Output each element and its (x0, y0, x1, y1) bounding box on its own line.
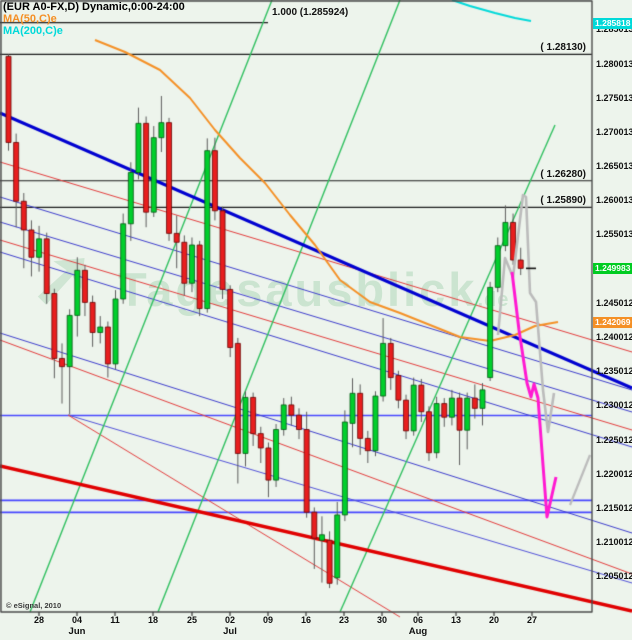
x-axis-date-label: 09 (262, 615, 273, 625)
x-axis-date-label: 23 (338, 615, 349, 625)
x-axis-date-label: 20 (488, 615, 499, 625)
price-level-label: ( 1.26280) (540, 168, 586, 180)
y-axis-price-label: 1.280013 (596, 58, 632, 69)
y-axis-price-label: 1.215012 (596, 502, 632, 513)
x-axis-date-label: 02 (224, 615, 235, 625)
ma50-value-badge: 1.242069 (593, 316, 632, 328)
x-axis-date-label: 27 (526, 615, 537, 625)
y-axis-price-label: 1.245012 (596, 297, 632, 308)
y-axis-price-label: 1.220012 (596, 468, 632, 479)
price-level-label: ( 1.28130) (540, 42, 586, 54)
x-axis-date-label: 30 (376, 615, 387, 625)
ma200-value-badge: 1.285818 (593, 17, 632, 29)
price-level-label: ( 1.25890) (540, 195, 586, 207)
y-axis-price-label: 1.260013 (596, 195, 632, 206)
x-axis-date-label: 25 (186, 615, 197, 625)
y-axis-price-label: 1.265013 (596, 161, 632, 172)
ma50-legend-label: MA(50,C)e (3, 13, 57, 25)
y-axis-price-label: 1.210012 (596, 537, 632, 548)
x-axis-month-label: Aug (408, 626, 428, 637)
x-axis-date-label: 11 (110, 615, 120, 625)
chart-title: (EUR A0-FX,D) Dynamic,0:00-24:00 (3, 1, 185, 13)
x-axis-date-label: 06 (412, 615, 423, 625)
x-axis-date-label: 13 (450, 615, 461, 625)
x-axis-date-label: 18 (147, 615, 158, 625)
y-axis-price-label: 1.270013 (596, 126, 632, 137)
y-axis-price-label: 1.225012 (596, 434, 632, 445)
y-axis-price-label: 1.285013 (596, 24, 632, 35)
x-axis-date-label: 28 (33, 615, 44, 625)
ma200-legend-label: MA(200,C)e (3, 25, 63, 37)
copyright-notice: © eSignal, 2010 (6, 601, 62, 610)
fib-retracement-label: 1.000 (1.285924) (272, 7, 349, 18)
y-axis-price-label: 1.255013 (596, 229, 632, 240)
x-axis-date-label: 04 (71, 615, 82, 625)
x-axis-month-label: Jul (223, 626, 237, 637)
y-axis-price-label: 1.230012 (596, 400, 632, 411)
y-axis-price-label: 1.240012 (596, 331, 632, 342)
y-axis-price-label: 1.235012 (596, 366, 632, 377)
y-axis-price-label: 1.275013 (596, 92, 632, 103)
y-axis-price-label: 1.205012 (596, 571, 632, 582)
x-axis-month-label: Jun (68, 626, 86, 637)
x-axis-date-label: 16 (300, 615, 311, 625)
last-price-badge: 1.249983 (593, 262, 632, 274)
